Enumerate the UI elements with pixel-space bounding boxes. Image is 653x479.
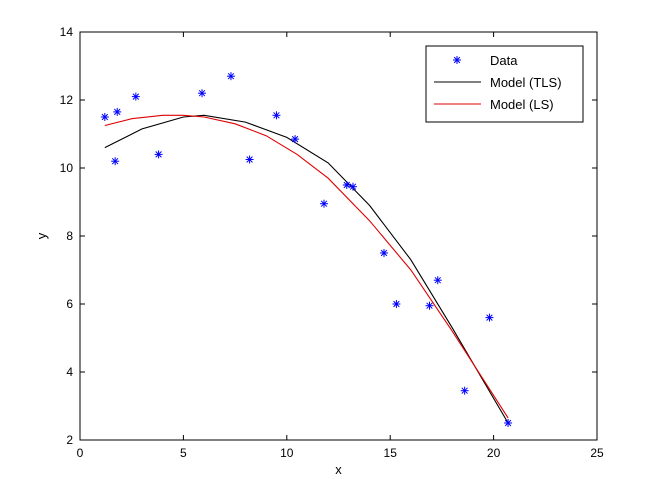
legend-marker-swatch bbox=[453, 56, 461, 64]
series-line-2 bbox=[104, 114, 509, 419]
legend-entry: Model (TLS) bbox=[434, 75, 562, 90]
y-tick-label: 14 bbox=[60, 25, 74, 39]
series-markers bbox=[100, 72, 513, 427]
data-point bbox=[433, 276, 442, 285]
data-point bbox=[392, 300, 401, 308]
data-point bbox=[460, 386, 469, 395]
axis-ticks: 0 5 10 15 20 25 2 4 6 8 10 12 14 bbox=[60, 25, 604, 460]
data-point bbox=[320, 199, 329, 208]
legend: Data Model (TLS) Model (LS) bbox=[425, 45, 584, 123]
data-point bbox=[291, 135, 300, 144]
data-point bbox=[245, 155, 254, 164]
legend-entry: Data bbox=[453, 53, 518, 68]
data-point bbox=[154, 150, 163, 159]
series-line-1 bbox=[104, 114, 509, 424]
data-point bbox=[425, 301, 434, 310]
series-lines bbox=[104, 114, 509, 424]
x-tick-label: 10 bbox=[280, 446, 294, 460]
data-point bbox=[131, 92, 140, 101]
x-tick-label: 20 bbox=[487, 446, 501, 460]
data-point bbox=[113, 107, 122, 116]
data-point bbox=[504, 419, 513, 427]
data-point bbox=[342, 181, 351, 189]
y-tick-label: 6 bbox=[66, 297, 73, 311]
x-tick-label: 25 bbox=[590, 446, 604, 460]
y-tick-label: 2 bbox=[66, 433, 73, 447]
data-point bbox=[111, 157, 120, 166]
data-point bbox=[100, 113, 109, 121]
data-point bbox=[485, 313, 494, 322]
x-tick-label: 0 bbox=[77, 446, 84, 460]
legend-label: Model (TLS) bbox=[490, 75, 562, 90]
y-tick-label: 4 bbox=[66, 365, 73, 379]
y-tick-label: 10 bbox=[60, 161, 74, 175]
x-tick-label: 15 bbox=[384, 446, 398, 460]
legend-label: Model (LS) bbox=[490, 97, 554, 112]
legend-entry: Model (LS) bbox=[434, 97, 554, 112]
data-point bbox=[226, 72, 235, 81]
data-point bbox=[348, 182, 357, 191]
y-tick-label: 12 bbox=[60, 93, 74, 107]
y-axis-label: y bbox=[34, 232, 49, 239]
x-axis-label: x bbox=[335, 462, 342, 477]
legend-box bbox=[425, 45, 584, 123]
data-point bbox=[379, 249, 388, 257]
data-point bbox=[198, 89, 207, 98]
data-point bbox=[272, 111, 281, 120]
x-tick-label: 5 bbox=[180, 446, 187, 460]
legend-label: Data bbox=[490, 53, 518, 68]
y-tick-label: 8 bbox=[66, 229, 73, 243]
